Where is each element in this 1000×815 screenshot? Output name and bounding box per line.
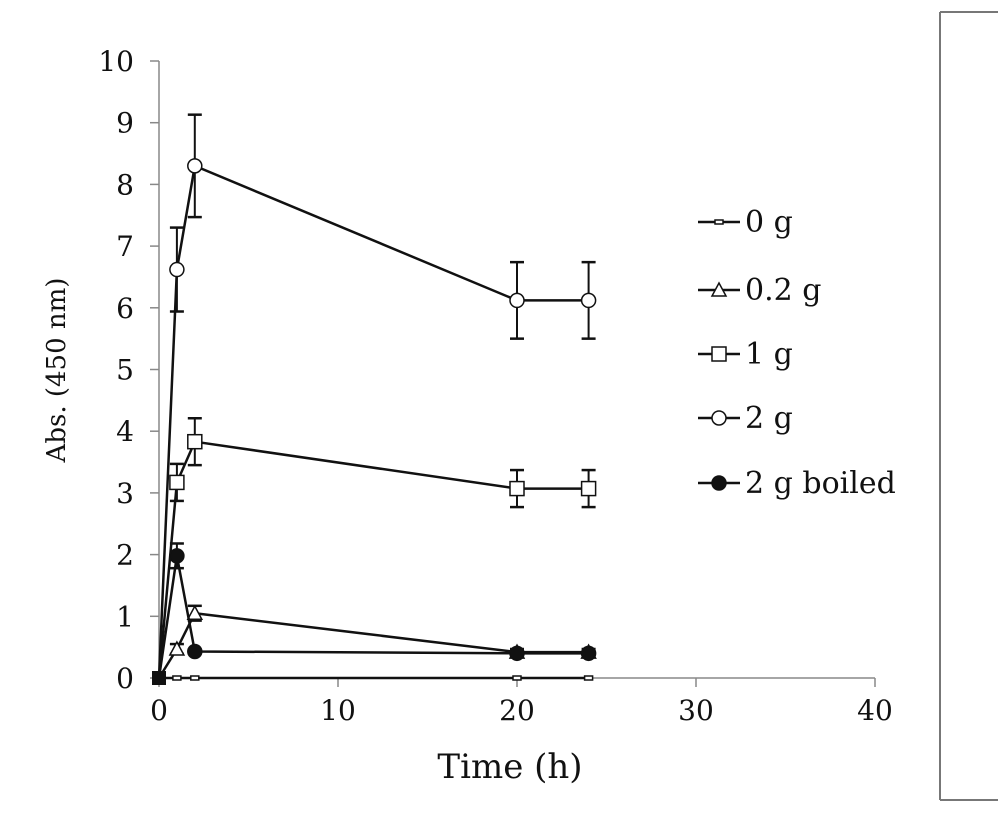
data-point [152,671,166,685]
data-point [169,261,185,278]
series-1-g [152,416,597,685]
y-tick-label: 8 [116,168,134,201]
data-point [509,645,525,662]
data-point [190,675,200,681]
data-point [512,675,522,681]
legend-marker [714,219,724,225]
legend-label: 1 g [745,337,793,372]
data-point [168,640,186,656]
legend-marker [711,346,727,362]
x-axis-label: Time (h) [437,747,582,787]
y-tick-label: 5 [116,354,134,387]
legend-label: 0.2 g [745,273,821,308]
legend-entry: 1 g [698,337,793,372]
series-line [157,440,589,679]
legend-marker [711,475,727,491]
series-0-2-g [152,604,597,685]
legend-label: 2 g [745,401,793,436]
data-point [187,433,203,450]
legend-entry: 0.2 g [698,273,821,308]
x-tick-label: 30 [678,694,714,727]
series-2-g [152,113,597,685]
y-tick-label: 4 [116,415,134,448]
legend-marker [711,410,727,426]
data-point [580,645,597,662]
y-tick-label: 10 [98,45,134,78]
y-tick-label: 0 [116,662,134,695]
y-tick-label: 1 [116,600,134,633]
y-tick-label: 2 [116,539,134,572]
data-point [580,292,597,309]
x-tick-label: 40 [857,694,893,727]
data-point [580,480,597,497]
x-tick-label: 20 [499,694,535,727]
data-point [169,474,185,491]
series-line [157,611,589,679]
legend-label: 0 g [745,205,793,240]
y-tick-label: 7 [116,230,134,263]
legend-label: 2 g boiled [745,466,896,501]
legend-entry: 2 g boiled [698,466,896,501]
x-tick-label: 0 [150,694,168,727]
legend-entry: 0 g [698,205,793,240]
y-tick-label: 3 [116,477,134,510]
legend-marker [710,281,728,297]
data-point [169,548,185,564]
data-point [509,292,525,309]
y-tick-label: 9 [116,107,134,140]
data-point [172,675,182,681]
x-tick-label: 10 [320,694,356,727]
data-point [509,480,525,497]
data-point [583,675,594,681]
legend-entry: 2 g [698,401,793,436]
data-point [186,604,204,620]
series-0-g [152,671,594,685]
data-point [187,643,203,660]
series-2-g-boiled [152,542,597,685]
series-line [157,164,589,679]
y-tick-label: 6 [116,292,134,325]
y-axis-label: Abs. (450 nm) [42,278,72,464]
data-point [187,158,203,174]
